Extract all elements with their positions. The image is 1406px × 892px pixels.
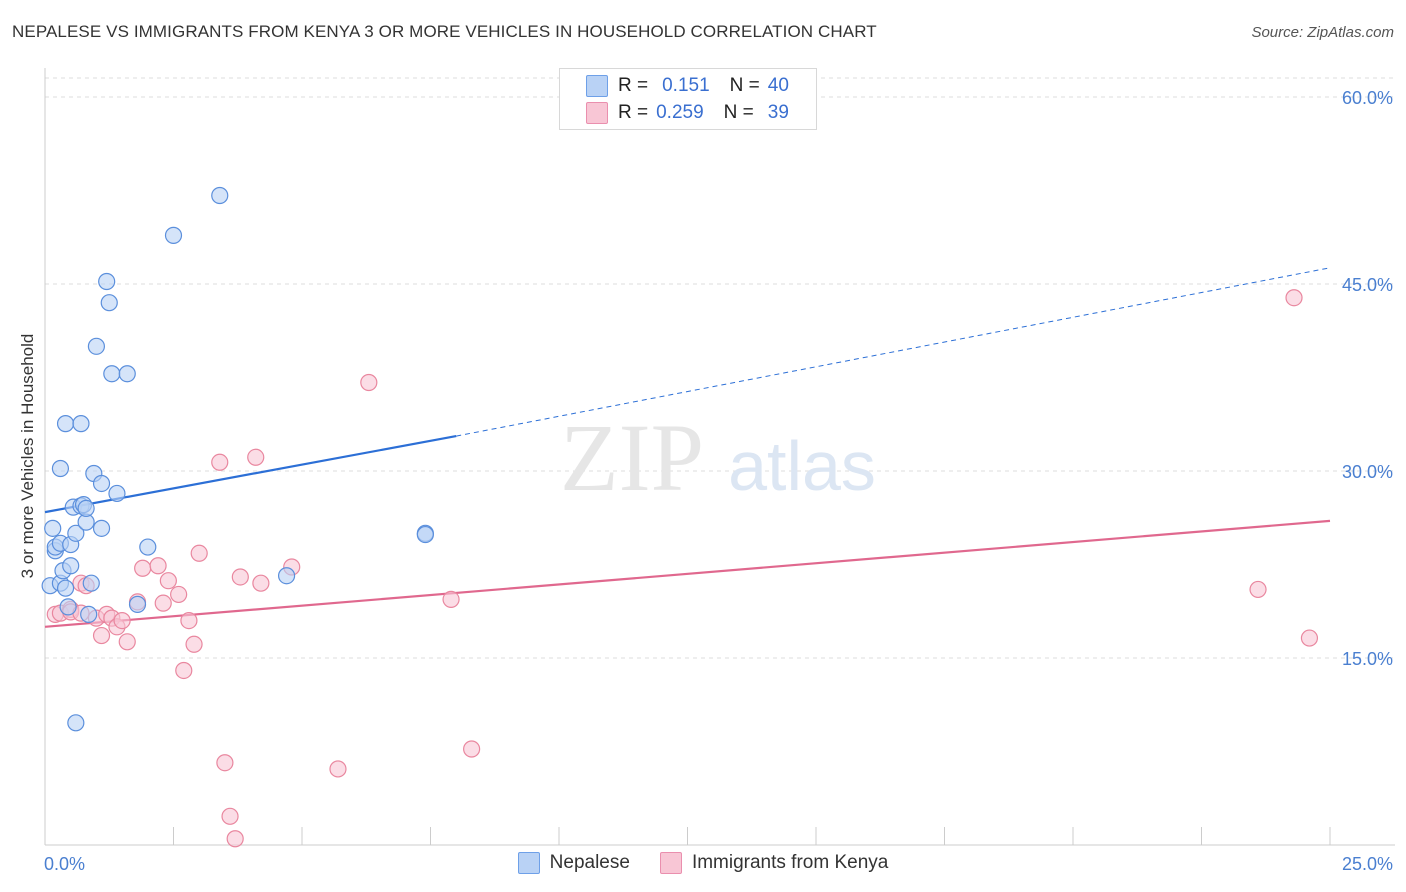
legend-swatch-nepalese <box>517 852 540 874</box>
tick-labels: 15.0% 30.0% 45.0% 60.0% 0.0% 25.0% <box>44 88 1393 874</box>
point-nepalese <box>416 525 434 544</box>
stats-n-value: 40 <box>767 75 789 96</box>
point-nepalese <box>72 415 90 433</box>
point-kenya <box>463 740 481 758</box>
point-kenya <box>154 594 172 612</box>
y-tick-label: 15.0% <box>1342 649 1393 669</box>
point-kenya <box>231 568 249 586</box>
point-nepalese <box>164 226 183 244</box>
point-nepalese <box>87 337 106 355</box>
point-nepalese <box>51 459 70 478</box>
legend: Nepalese Immigrants from Kenya <box>0 852 1406 874</box>
axes <box>44 68 1395 846</box>
stats-swatch-nepalese <box>586 75 608 97</box>
point-nepalese <box>108 484 126 503</box>
stats-row-kenya: R = 0.259 N = 39 <box>586 100 789 126</box>
x-tick-label: 0.0% <box>44 854 85 874</box>
point-nepalese <box>62 557 80 575</box>
watermark-atlas: atlas <box>728 427 876 505</box>
trend-line-nepalese <box>44 435 457 514</box>
y-tick-label: 60.0% <box>1342 88 1393 108</box>
point-kenya <box>247 448 265 466</box>
point-nepalese <box>128 595 147 613</box>
point-kenya <box>159 572 177 590</box>
legend-item-nepalese[interactable]: Nepalese <box>517 852 630 874</box>
point-kenya <box>175 661 193 680</box>
point-kenya <box>170 585 188 604</box>
point-nepalese <box>92 519 111 537</box>
legend-item-kenya[interactable]: Immigrants from Kenya <box>659 852 889 874</box>
point-nepalese <box>59 598 77 616</box>
point-nepalese <box>103 365 121 383</box>
point-nepalese <box>77 499 95 517</box>
stats-legend: R = 0.151 N = 40 R = 0.259 N = 39 <box>559 68 817 130</box>
point-kenya <box>329 760 347 778</box>
point-nepalese <box>100 294 118 312</box>
stats-row-nepalese: R = 0.151 N = 40 <box>586 73 789 99</box>
point-kenya <box>118 633 136 651</box>
y-tick-label: 30.0% <box>1342 462 1393 482</box>
point-nepalese <box>277 567 296 585</box>
point-kenya <box>185 635 203 653</box>
point-kenya <box>1300 629 1319 647</box>
stats-r-value: 0.259 <box>656 102 704 123</box>
point-nepalese <box>80 605 98 623</box>
chart-source: Source: ZipAtlas.com <box>1251 24 1394 41</box>
stats-r-label: R = <box>618 102 649 123</box>
point-nepalese <box>98 272 116 291</box>
point-nepalese <box>139 538 157 556</box>
stats-r-label: R = <box>618 75 649 96</box>
stats-swatch-kenya <box>586 102 608 124</box>
trend-line-kenya <box>44 519 1331 628</box>
point-kenya <box>149 557 167 575</box>
x-tick-label: 25.0% <box>1342 854 1393 874</box>
point-kenya <box>221 807 239 825</box>
point-nepalese <box>92 474 111 493</box>
data-points <box>41 186 1319 848</box>
point-nepalese <box>67 714 85 732</box>
point-kenya <box>1249 580 1267 599</box>
watermark-zip: ZIP <box>560 404 704 511</box>
legend-label-nepalese: Nepalese <box>549 852 630 873</box>
point-nepalese <box>211 186 229 205</box>
point-kenya <box>190 544 208 562</box>
point-kenya <box>1285 289 1303 307</box>
point-nepalese <box>82 574 100 592</box>
y-tick-label: 45.0% <box>1342 275 1393 295</box>
trend-line-nepalese-extension <box>456 267 1331 437</box>
point-kenya <box>226 830 244 848</box>
legend-swatch-kenya <box>659 852 682 874</box>
point-nepalese <box>67 524 85 542</box>
point-kenya <box>92 626 111 645</box>
point-kenya <box>180 611 198 630</box>
stats-n-label: N = <box>729 75 760 96</box>
watermark: ZIP atlas <box>560 404 876 511</box>
chart-title: NEPALESE VS IMMIGRANTS FROM KENYA 3 OR M… <box>12 22 877 41</box>
point-nepalese <box>44 519 62 537</box>
point-kenya <box>252 574 270 592</box>
stats-r-value: 0.151 <box>662 75 710 96</box>
point-kenya <box>134 559 152 577</box>
stats-n-value: 39 <box>767 102 789 123</box>
point-nepalese <box>56 415 75 433</box>
point-kenya <box>113 611 131 630</box>
point-kenya <box>211 453 229 471</box>
point-kenya <box>216 754 234 772</box>
legend-label-kenya: Immigrants from Kenya <box>691 852 889 873</box>
point-kenya <box>360 373 378 392</box>
stats-n-label: N = <box>723 102 754 123</box>
point-kenya <box>442 590 460 609</box>
point-nepalese <box>118 365 136 383</box>
point-nepalese <box>56 579 75 597</box>
